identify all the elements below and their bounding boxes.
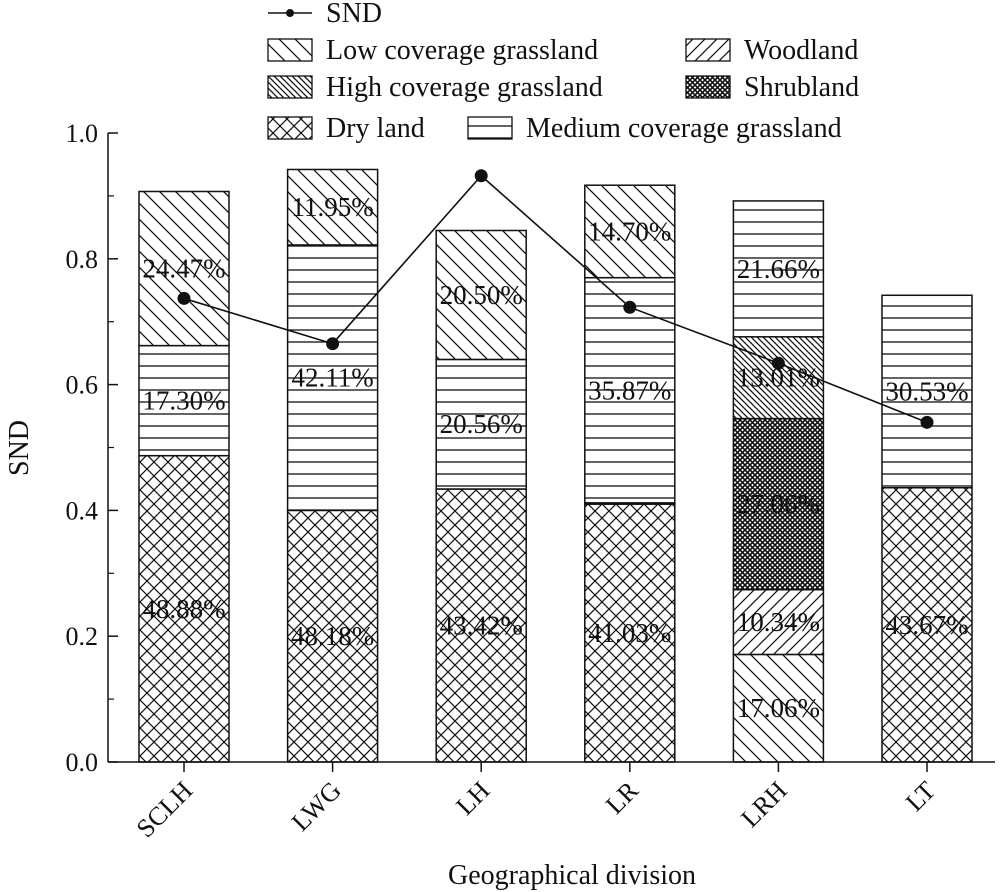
legend-item-woodland: Woodland	[685, 35, 858, 66]
legend-swatch	[267, 38, 313, 62]
data-label-lwg-low-coverage-grassland: 11.95%	[291, 192, 373, 222]
snd-line-series	[177, 169, 934, 429]
data-label-lrh-low-coverage-grassland: 17.06%	[737, 693, 820, 723]
bar-segment-lwg-medium-coverage-grassland	[286, 244, 379, 512]
bar-segment-lh-medium-coverage-grassland	[435, 358, 527, 490]
bar-segment-lt-dry-land	[881, 487, 973, 763]
legend: SND Low coverage grassland Woodland High co…	[267, 0, 859, 144]
legend-label: Low coverage grassland	[326, 35, 598, 66]
data-label-sclh-dry-land: 48.88%	[142, 594, 225, 624]
data-label-sclh-medium-coverage-grassland: 17.30%	[142, 386, 225, 416]
bar-segment-lrh-low-coverage-grassland	[732, 653, 825, 763]
data-label-lrh-shrubland: 27.06%	[737, 489, 820, 519]
bar-segment-lh-low-coverage-grassland	[435, 229, 527, 361]
bar-segment-lwg-low-coverage-grassland	[286, 168, 379, 246]
data-label-lh-dry-land: 43.42%	[440, 611, 523, 641]
y-axis-title: SND	[4, 420, 35, 476]
snd-point-lrh	[771, 356, 785, 370]
x-tick-label-lwg: LWG	[286, 776, 347, 837]
legend-swatch	[267, 75, 313, 99]
bars	[138, 168, 973, 763]
legend-label: Dry land	[326, 113, 425, 144]
legend-label: Woodland	[744, 35, 858, 66]
x-tick-label-lh: LH	[450, 776, 495, 821]
snd-point-lwg	[326, 337, 340, 351]
bar-segment-lr-low-coverage-grassland	[584, 184, 676, 279]
legend-item-snd: SND	[268, 0, 382, 29]
x-tick-label-lrh: LRH	[735, 776, 792, 833]
data-label-lwg-medium-coverage-grassland: 42.11%	[291, 363, 373, 393]
legend-marker	[286, 9, 294, 17]
x-tick-label-sclh: SCLH	[131, 776, 199, 844]
legend-label: High coverage grassland	[326, 72, 603, 103]
legend-item-high-coverage-grassland: High coverage grassland	[267, 72, 603, 103]
data-label-lh-low-coverage-grassland: 20.50%	[440, 280, 523, 310]
legend-swatch	[685, 75, 731, 99]
bar-segment-lr-dry-land	[584, 503, 676, 763]
data-label-lr-low-coverage-grassland: 14.70%	[588, 216, 671, 246]
legend-label: SND	[326, 0, 382, 29]
bar-segment-lrh-shrubland	[732, 417, 825, 591]
x-tick-label-lr: LR	[600, 775, 644, 819]
legend-swatch	[467, 116, 513, 140]
snd-point-lt	[920, 415, 934, 429]
snd-point-sclh	[177, 291, 191, 305]
bar-segment-lh-dry-land	[435, 488, 527, 763]
bar-segment-lr-medium-coverage-grassland	[584, 276, 676, 504]
y-tick-label: 0.8	[66, 245, 99, 274]
legend-item-dry-land: Dry land	[267, 113, 425, 144]
bar-segment-sclh-low-coverage-grassland	[138, 190, 230, 347]
data-label-lwg-dry-land: 48.18%	[291, 621, 374, 651]
data-label-lrh-woodland: 10.34%	[737, 607, 820, 637]
snd-point-lh	[474, 169, 488, 183]
snd-point-lr	[623, 300, 637, 314]
bar-segment-lrh-medium-coverage-grassland	[732, 200, 825, 338]
bar-segment-lt-medium-coverage-grassland	[881, 294, 973, 489]
bar-segment-lrh-high-coverage-grassland	[732, 336, 825, 420]
data-label-lr-medium-coverage-grassland: 35.87%	[588, 375, 671, 405]
y-tick-label: 0.0	[66, 748, 99, 777]
data-label-lh-medium-coverage-grassland: 20.56%	[440, 409, 523, 439]
data-label-lt-dry-land: 43.67%	[885, 610, 968, 640]
data-labels: 48.88% 17.30% 24.47% 48.18% 42.11% 11.95% 43.4…	[142, 192, 968, 723]
y-tick-label: 1.0	[66, 119, 99, 148]
legend-swatch	[267, 116, 313, 140]
legend-swatch	[685, 38, 731, 62]
data-label-sclh-low-coverage-grassland: 24.47%	[142, 254, 225, 284]
y-tick-label: 0.2	[66, 622, 99, 651]
data-label-lr-dry-land: 41.03%	[588, 618, 671, 648]
snd-line	[183, 174, 928, 424]
legend-label: Shrubland	[744, 72, 859, 103]
bar-segment-lrh-woodland	[732, 588, 825, 656]
y-tick-label: 0.6	[66, 371, 99, 400]
legend-item-shrubland: Shrubland	[685, 72, 859, 103]
data-label-lt-medium-coverage-grassland: 30.53%	[885, 377, 968, 407]
y-tick-label: 0.4	[66, 496, 99, 525]
x-tick-label-lt: LT	[900, 776, 941, 817]
legend-item-medium-coverage-grassland: Medium coverage grassland	[467, 113, 842, 144]
legend-item-low-coverage-grassland: Low coverage grassland	[267, 35, 598, 66]
data-label-lrh-medium-coverage-grassland: 21.66%	[737, 254, 820, 284]
bar-segment-sclh-medium-coverage-grassland	[138, 344, 230, 457]
bar-segment-lwg-dry-land	[286, 509, 379, 763]
legend-label: Medium coverage grassland	[526, 113, 842, 144]
x-axis-title: Geographical division	[448, 860, 696, 891]
